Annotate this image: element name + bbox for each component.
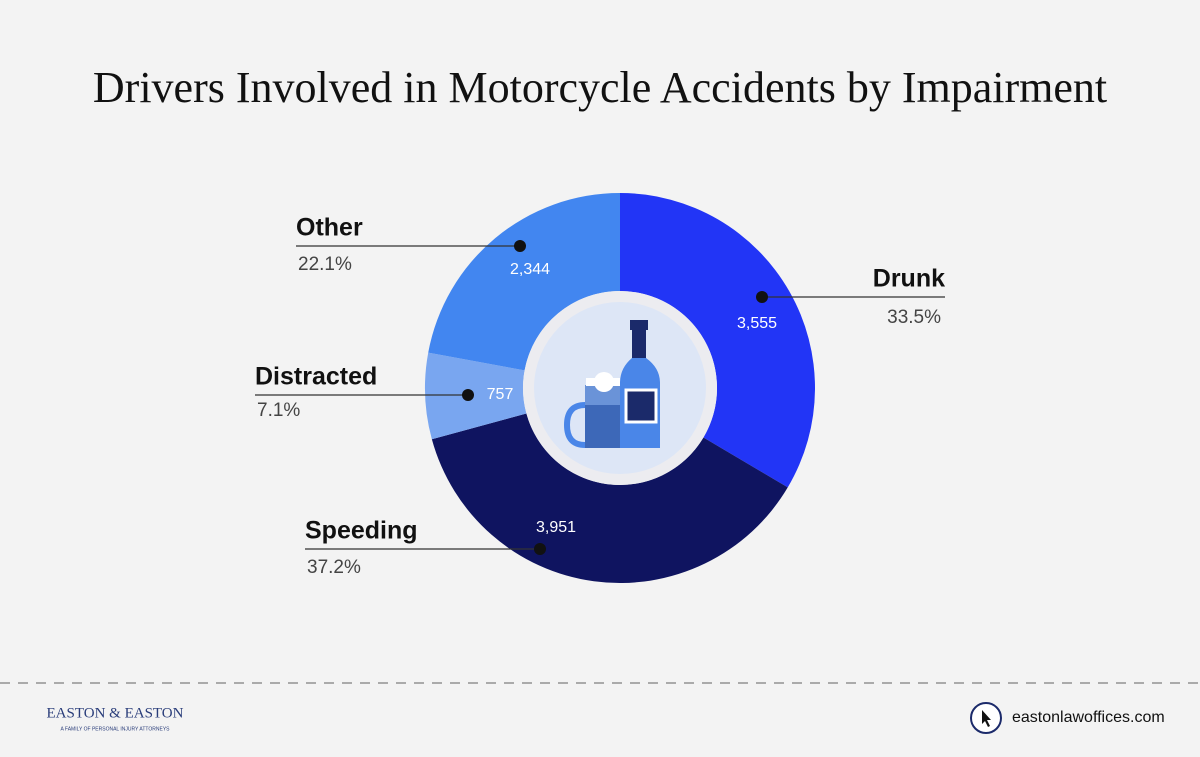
center-icon xyxy=(523,291,717,485)
category-label: Other xyxy=(296,214,363,242)
value-label: 2,344 xyxy=(510,261,550,278)
donut xyxy=(425,193,815,584)
leader-dot xyxy=(514,240,526,252)
website[interactable]: eastonlawoffices.com xyxy=(1012,709,1165,726)
slice xyxy=(620,193,815,488)
leader-dot xyxy=(462,389,474,401)
percent-label: 22.1% xyxy=(298,254,352,275)
percent-label: 7.1% xyxy=(257,400,300,421)
leader-dot xyxy=(756,291,768,303)
value-label: 3,555 xyxy=(737,315,777,332)
category-label: Drunk xyxy=(873,265,945,293)
leader-dot xyxy=(534,543,546,555)
cursor-arrow xyxy=(982,710,991,727)
slice xyxy=(428,193,620,371)
value-label: 3,951 xyxy=(536,519,576,536)
chart-title: Drivers Involved in Motorcycle Accidents… xyxy=(93,63,1107,112)
value-label: 757 xyxy=(487,386,514,403)
slice xyxy=(431,413,788,584)
brand: EASTON & EASTON xyxy=(47,705,184,721)
category-label: Distracted xyxy=(255,363,377,391)
tagline: A FAMILY OF PERSONAL INJURY ATTORNEYS xyxy=(60,726,170,732)
slice xyxy=(425,352,527,440)
percent-label: 37.2% xyxy=(307,557,361,578)
percent-label: 33.5% xyxy=(887,307,941,328)
category-label: Speeding xyxy=(305,517,418,545)
